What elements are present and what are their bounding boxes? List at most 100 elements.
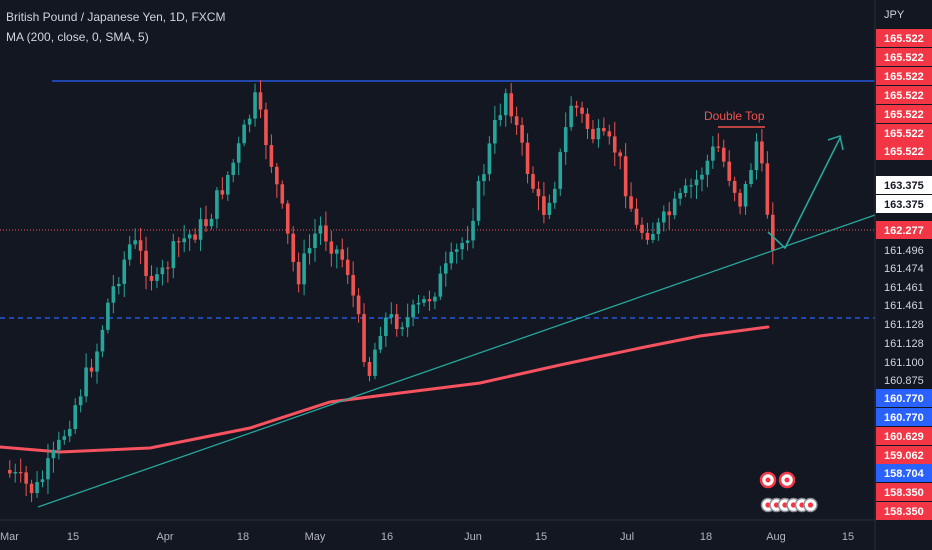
candle-body	[253, 92, 257, 119]
price-tag-label: 161.128	[884, 338, 924, 350]
candle	[400, 322, 404, 337]
candle-body	[749, 170, 753, 184]
candle	[634, 198, 639, 229]
candle	[247, 114, 252, 133]
candle-body	[313, 233, 317, 249]
candle-body	[591, 129, 595, 140]
candle-body	[525, 142, 530, 175]
candle-body	[678, 192, 682, 199]
candle	[345, 247, 350, 285]
price-tag	[876, 67, 932, 85]
time-tick-label: 16	[381, 531, 393, 543]
candle	[580, 101, 584, 123]
time-tick-label: Apr	[156, 531, 173, 543]
candle-body	[362, 314, 366, 363]
candle-body	[187, 234, 192, 239]
candle	[629, 182, 633, 212]
candle-body	[51, 449, 56, 459]
candle-body	[405, 317, 410, 328]
candle	[716, 133, 721, 153]
candle-body	[711, 146, 715, 161]
candle-body	[73, 405, 77, 430]
candle-body	[547, 202, 552, 215]
candle-body	[662, 211, 666, 223]
candle	[356, 288, 361, 323]
candle-body	[482, 174, 486, 182]
candle	[166, 261, 170, 283]
candle	[569, 96, 573, 131]
price-tag-label: 163.375	[884, 199, 924, 211]
candle	[574, 100, 579, 117]
candle-body	[62, 436, 67, 440]
candle	[585, 108, 590, 140]
candle-body	[416, 302, 421, 305]
time-tick-label: 15	[535, 531, 547, 543]
candle	[444, 251, 448, 287]
candle	[378, 326, 383, 354]
candle	[760, 129, 764, 172]
ma-200-line	[0, 325, 770, 454]
candle	[264, 102, 268, 160]
candle	[242, 119, 246, 147]
candle	[155, 267, 159, 289]
price-tag	[876, 86, 932, 104]
candle	[640, 217, 644, 240]
candle	[35, 471, 39, 499]
candle-body	[574, 105, 579, 108]
candle-body	[607, 131, 612, 137]
time-tick-label: 15	[67, 531, 79, 543]
candle	[607, 124, 612, 145]
candle	[24, 465, 28, 497]
candle	[8, 460, 12, 478]
candle-body	[700, 174, 704, 180]
candle-body	[258, 92, 263, 110]
price-tag	[876, 278, 932, 296]
price-tag	[876, 334, 932, 352]
candle-body	[13, 472, 18, 474]
candle	[160, 259, 165, 286]
price-tag-label: 165.522	[884, 146, 924, 158]
candle	[149, 265, 154, 291]
candle	[482, 164, 486, 196]
candle-body	[155, 274, 159, 281]
candle-body	[35, 482, 39, 494]
candle	[503, 88, 508, 127]
flag-marker-dot	[807, 502, 814, 508]
candle-body	[29, 483, 34, 494]
candle	[226, 171, 230, 201]
candle	[438, 265, 443, 301]
candle	[362, 303, 366, 367]
candle-body	[166, 267, 170, 269]
projection-arrowhead	[827, 134, 844, 151]
time-tick-label: 15	[842, 531, 854, 543]
candle-body	[46, 458, 50, 480]
price-tag	[876, 195, 932, 213]
candle-body	[280, 184, 285, 204]
candle	[525, 133, 530, 184]
candle	[743, 180, 748, 215]
candle	[558, 148, 563, 197]
candle	[738, 189, 742, 215]
candle	[73, 398, 77, 434]
candle-body	[373, 349, 377, 376]
candle	[89, 358, 94, 378]
candle-body	[220, 190, 225, 195]
candle-body	[771, 214, 775, 251]
price-tag-label: 165.522	[884, 109, 924, 121]
candle-body	[193, 234, 197, 240]
candle	[700, 167, 704, 192]
ma-indicator-label[interactable]: MA (200, close, 0, SMA, 5)	[6, 30, 149, 44]
candle-body	[394, 314, 399, 329]
candle-body	[307, 248, 312, 254]
candle	[754, 133, 759, 180]
price-tag-label: 160.629	[884, 431, 924, 443]
candle-body	[318, 225, 323, 234]
candle	[215, 186, 219, 229]
price-tag-label: 165.522	[884, 90, 924, 102]
candle	[749, 163, 753, 188]
candle	[13, 463, 18, 483]
candle-body	[531, 174, 535, 189]
candle	[138, 228, 143, 265]
candle	[476, 175, 481, 226]
